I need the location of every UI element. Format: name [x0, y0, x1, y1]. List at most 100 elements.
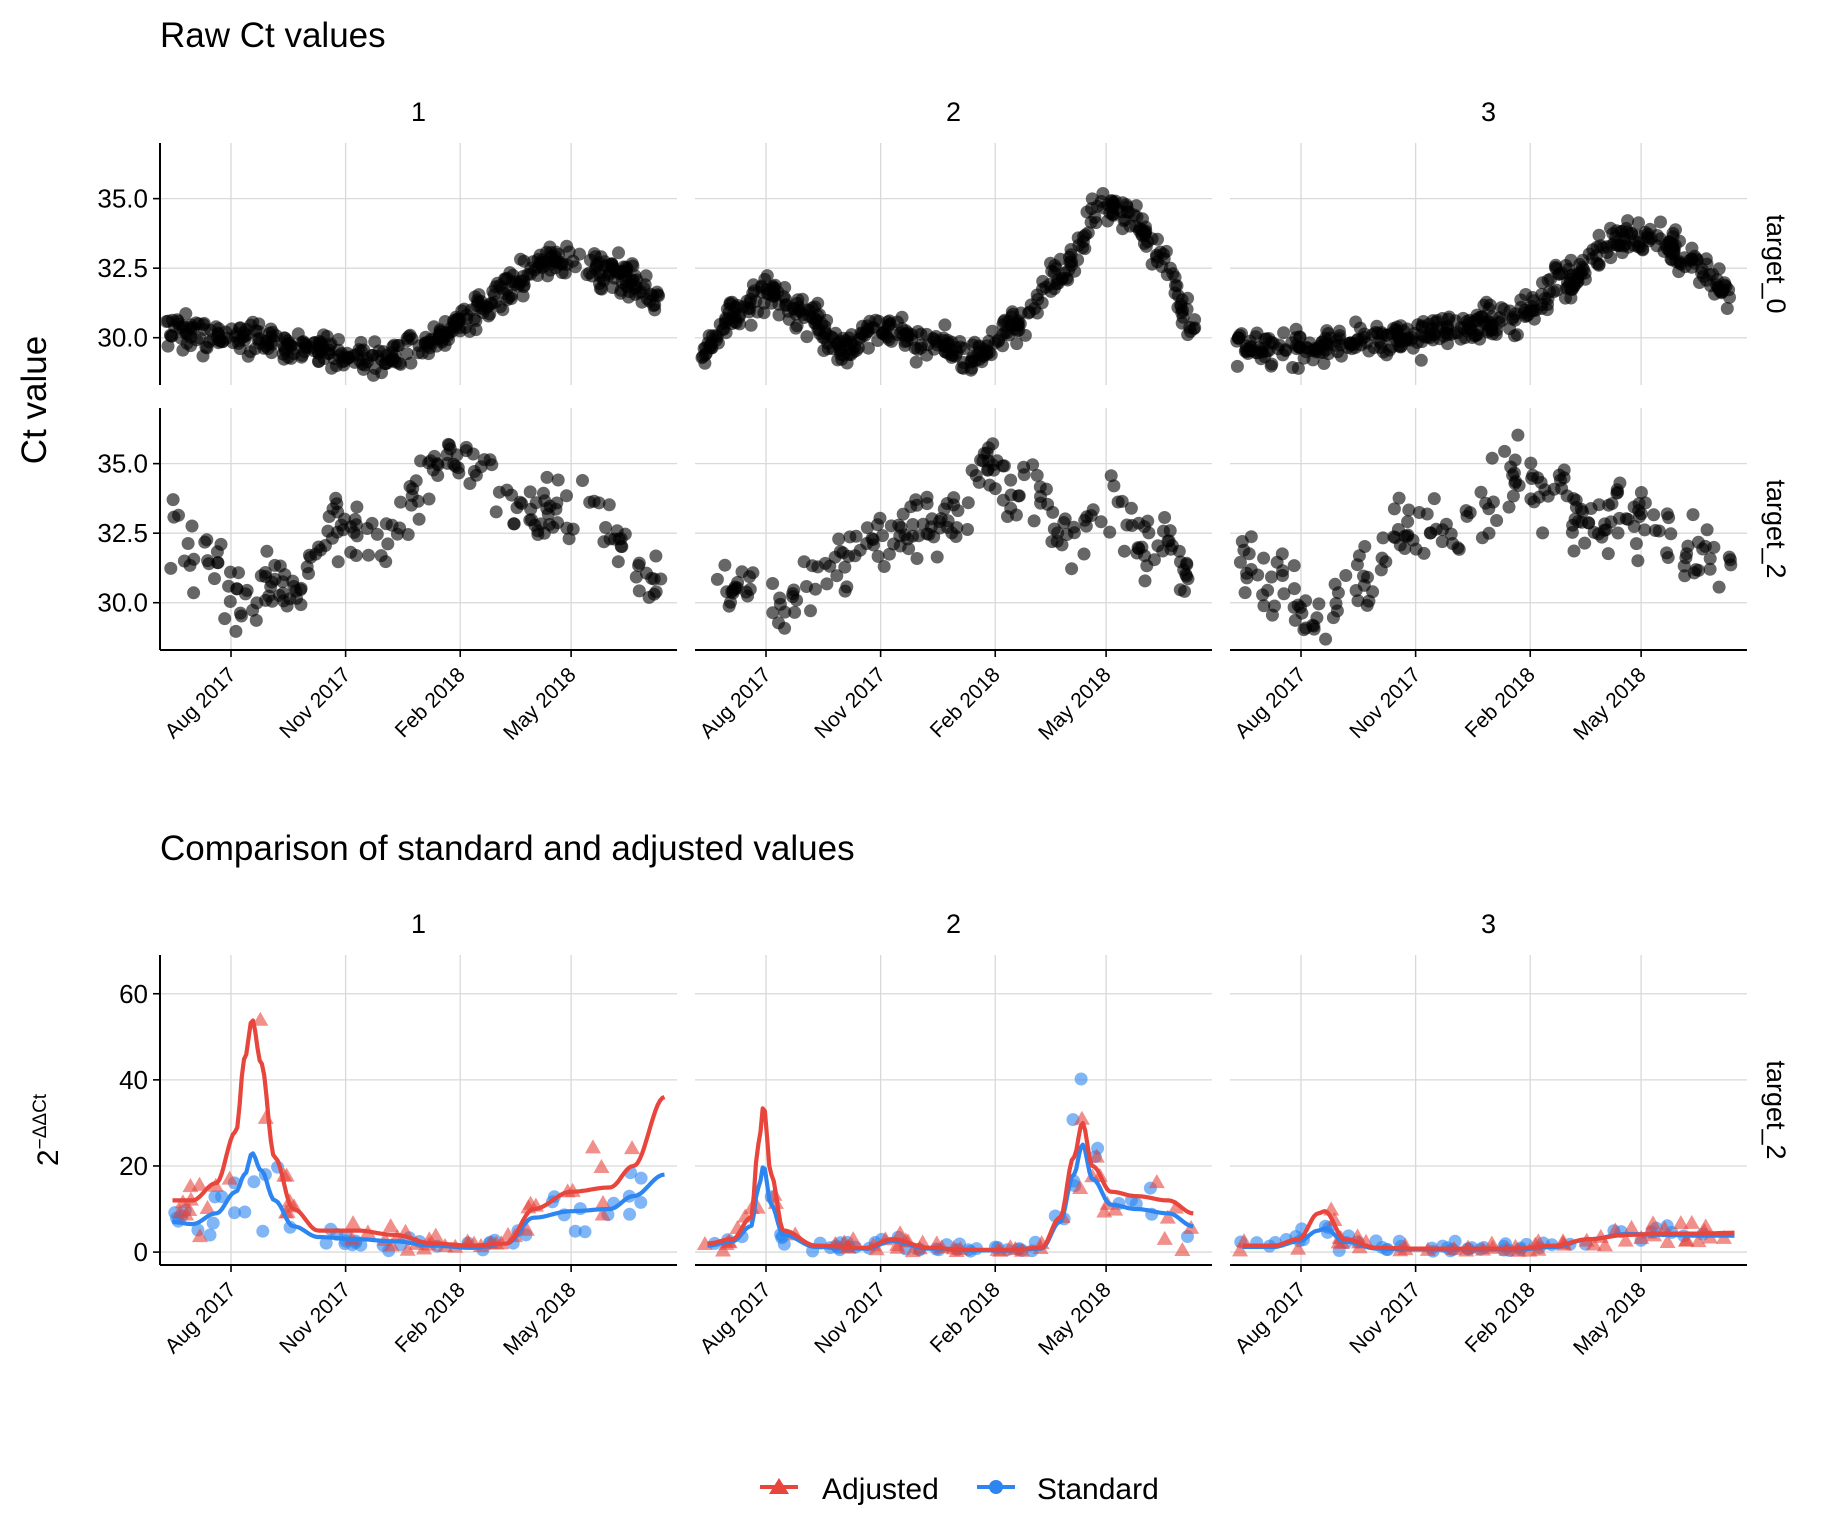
raw-ct-point [495, 281, 509, 295]
raw-ct-point [547, 254, 561, 268]
raw-ct-point [933, 521, 947, 535]
raw-ct-point [773, 591, 787, 605]
facet-strip-label-col-1: 1 [411, 909, 426, 939]
x-tick-label: Nov 2017 [810, 663, 890, 743]
raw-ct-point [249, 613, 263, 627]
raw-ct-point [331, 505, 345, 519]
adjusted-point-triangle [399, 1241, 416, 1256]
raw-ct-point [654, 572, 668, 586]
raw-ct-point [1138, 226, 1152, 240]
facet-grid-cmp-3 [1230, 955, 1747, 1265]
raw-ct-point [1502, 500, 1516, 514]
raw-ct-point [1508, 453, 1522, 467]
raw-points-raw-target_2-2 [710, 437, 1195, 635]
x-tick-label: Nov 2017 [275, 663, 355, 743]
raw-ct-point [1241, 347, 1255, 360]
raw-ct-point [1700, 257, 1714, 271]
facet-strip-label-row-target_2: target_2 [1761, 479, 1791, 578]
raw-ct-point [1240, 571, 1254, 585]
raw-ct-point [1142, 526, 1156, 540]
y-tick-label: 30.0 [97, 588, 148, 618]
raw-ct-point [1424, 326, 1438, 340]
x-tick-label: May 2018 [1569, 1278, 1650, 1359]
raw-ct-point [1648, 524, 1662, 537]
legend-adjusted-triangle-icon [769, 1478, 789, 1494]
raw-ct-point [387, 338, 401, 352]
raw-ct-point [1086, 503, 1100, 517]
raw-ct-point [334, 518, 348, 532]
raw-ct-point [1163, 524, 1177, 538]
x-tick-label: Aug 2017 [696, 1278, 776, 1358]
adjusted-point-triangle [1678, 1232, 1695, 1247]
raw-ct-point [1254, 352, 1268, 366]
points-adjusted-1 [171, 1011, 641, 1256]
raw-ct-point [612, 246, 625, 260]
raw-ct-point [961, 496, 975, 510]
raw-ct-point [171, 314, 185, 328]
x-tick-label: May 2018 [1034, 663, 1115, 744]
raw-ct-point [1362, 344, 1376, 358]
raw-ct-point [184, 339, 198, 353]
raw-ct-point [629, 570, 643, 584]
adjusted-point-triangle [257, 1109, 274, 1124]
adjusted-point-triangle [171, 1203, 188, 1218]
raw-ct-point [909, 355, 923, 369]
raw-ct-point [766, 577, 780, 590]
raw-ct-point [1004, 473, 1018, 487]
raw-ct-point [610, 524, 624, 538]
raw-ct-point [1394, 340, 1408, 354]
raw-ct-point [1287, 559, 1301, 573]
raw-ct-point [1435, 535, 1449, 549]
raw-ct-point [1610, 486, 1624, 500]
raw-ct-point [187, 552, 201, 566]
raw-ct-point [882, 547, 896, 561]
standard-point [203, 1228, 217, 1242]
raw-ct-point [1474, 485, 1488, 499]
raw-ct-point [239, 587, 252, 601]
raw-ct-point [782, 312, 796, 326]
adjusted-point-triangle [1088, 1148, 1105, 1163]
raw-ct-point [1398, 542, 1412, 555]
raw-ct-point [321, 524, 335, 538]
adjusted-point-triangle [1656, 1220, 1673, 1235]
raw-ct-point [945, 350, 959, 364]
raw-ct-point [965, 463, 979, 477]
raw-ct-point [800, 330, 814, 344]
raw-ct-point [1629, 537, 1643, 551]
adjusted-point-triangle [1148, 1174, 1165, 1189]
raw-ct-point [1022, 306, 1036, 320]
raw-ct-point [463, 477, 477, 490]
legend-item-standard: Standard [977, 1473, 1159, 1506]
raw-points-raw-target_0-3 [1230, 214, 1736, 375]
raw-ct-point [331, 555, 345, 569]
raw-ct-point [260, 544, 274, 558]
raw-ct-point [1423, 526, 1437, 540]
raw-ct-point [1181, 291, 1195, 305]
raw-ct-point [1341, 341, 1355, 354]
raw-ct-point [866, 533, 880, 546]
raw-ct-point [278, 568, 292, 582]
raw-ct-point [766, 606, 780, 620]
adjusted-point-triangle [1633, 1229, 1650, 1244]
x-tick-label: Nov 2017 [275, 1278, 355, 1358]
raw-ct-point [347, 525, 361, 539]
raw-ct-point [1494, 301, 1508, 315]
raw-ct-point [1033, 480, 1047, 494]
raw-ct-point [507, 517, 521, 531]
y-tick-label: 32.5 [97, 253, 148, 283]
legend-adjusted-label: Adjusted [822, 1473, 939, 1506]
facet-strip-label-row-target_2: target_2 [1761, 1060, 1791, 1159]
raw-ct-point [1065, 255, 1079, 269]
standard-point [228, 1206, 241, 1220]
adjusted-point-triangle [845, 1231, 862, 1246]
raw-ct-point [371, 349, 385, 363]
raw-ct-point [1138, 574, 1152, 588]
raw-ct-point [1387, 530, 1401, 544]
raw-ct-point [1565, 283, 1579, 297]
raw-ct-point [341, 351, 354, 365]
raw-ct-point [1235, 327, 1248, 341]
raw-ct-point [1703, 562, 1717, 576]
raw-ct-point [747, 284, 761, 298]
raw-ct-point [448, 459, 462, 473]
raw-ct-point [632, 584, 646, 598]
